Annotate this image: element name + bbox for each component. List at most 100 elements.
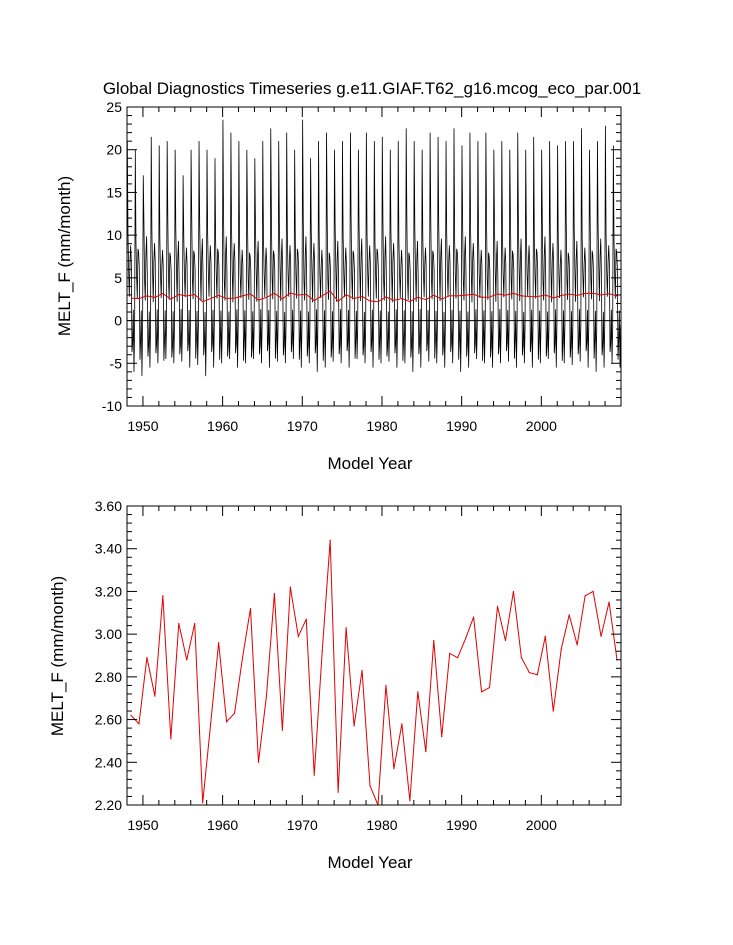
bottom-data-point xyxy=(488,686,491,689)
bottom-data-point xyxy=(528,671,530,674)
bottom-data-point xyxy=(592,590,594,593)
top-x-tick-label: 1960 xyxy=(207,418,238,434)
bottom-data-point xyxy=(186,659,188,661)
bottom-y-tick-label: 2.20 xyxy=(95,797,122,813)
bottom-data-point xyxy=(544,635,546,637)
bottom-data-point xyxy=(552,710,554,712)
bottom-data-point xyxy=(202,802,204,804)
top-y-tick-label: -10 xyxy=(102,398,122,414)
bottom-data-point xyxy=(273,592,275,595)
bottom-data-point xyxy=(289,586,291,588)
bottom-data-point xyxy=(313,774,315,776)
top-y-tick-label: 0 xyxy=(114,313,122,329)
bottom-y-tick-label: 3.40 xyxy=(95,541,122,557)
bottom-data-point xyxy=(449,652,451,654)
bottom-data-point xyxy=(504,639,507,642)
bottom-data-point xyxy=(385,684,387,687)
bottom-x-tick-label: 1960 xyxy=(207,817,238,833)
bottom-y-tick-label: 2.60 xyxy=(95,712,122,728)
chart-title: Global Diagnostics Timeseries g.e11.GIAF… xyxy=(103,79,641,98)
bottom-data-point xyxy=(305,618,307,620)
top-x-tick-label: 1970 xyxy=(287,418,318,434)
bottom-data-point xyxy=(170,738,172,740)
bottom-data-point xyxy=(433,639,435,642)
top-plot-frame xyxy=(126,106,622,407)
bottom-data-point xyxy=(257,761,260,763)
top-y-tick-label: 20 xyxy=(106,142,122,158)
bottom-data-point xyxy=(401,723,403,725)
bottom-data-point xyxy=(329,539,331,541)
bottom-data-point xyxy=(154,695,156,697)
bottom-data-point xyxy=(512,590,515,593)
bottom-data-point xyxy=(218,642,220,644)
bottom-data-point xyxy=(417,691,419,693)
bottom-data-point xyxy=(584,595,586,597)
bottom-data-point xyxy=(130,714,132,716)
bottom-data-point xyxy=(265,695,268,697)
bottom-data-point xyxy=(297,635,299,637)
bottom-data-point xyxy=(425,751,427,753)
top-x-axis-label: Model Year xyxy=(327,454,412,473)
bottom-data-point xyxy=(162,595,164,597)
bottom-data-point xyxy=(568,614,570,616)
bottom-data-point xyxy=(480,691,483,693)
bottom-data-point xyxy=(210,723,212,725)
bottom-data-point xyxy=(520,657,523,659)
bottom-series-annual-mean-line xyxy=(130,540,618,806)
bottom-data-point xyxy=(369,785,371,787)
bottom-x-tick-label: 1980 xyxy=(366,817,397,833)
top-x-tick-label: 2000 xyxy=(526,418,557,434)
bottom-data-point xyxy=(281,729,283,731)
top-plot-series xyxy=(126,119,622,377)
top-y-tick-label: 10 xyxy=(106,227,122,243)
bottom-data-point xyxy=(321,650,323,652)
bottom-data-point xyxy=(138,723,140,725)
bottom-data-point xyxy=(496,605,499,607)
bottom-x-tick-label: 2000 xyxy=(526,817,557,833)
bottom-data-point xyxy=(536,674,538,676)
top-x-tick-label: 1950 xyxy=(127,418,158,434)
bottom-x-tick-label: 1970 xyxy=(287,817,318,833)
bottom-chart: 1950 1960 1970 1980 1990 2000 2.20 2.40 2.60 2.80… xyxy=(48,498,622,872)
bottom-plot-frame xyxy=(126,505,622,806)
bottom-data-point xyxy=(560,648,562,650)
bottom-data-point xyxy=(194,622,196,625)
top-series-monthly-line xyxy=(126,119,622,377)
top-x-tick-label: 1980 xyxy=(366,418,397,434)
bottom-data-point xyxy=(441,736,443,738)
bottom-data-point xyxy=(465,637,467,640)
bottom-plot-series xyxy=(130,539,618,806)
bottom-data-point xyxy=(233,712,236,714)
bottom-data-point xyxy=(608,601,610,603)
bottom-x-tick-label: 1990 xyxy=(446,817,477,833)
bottom-y-tick-label: 3.00 xyxy=(95,626,122,642)
top-y-tick-label: 15 xyxy=(106,184,122,200)
top-series-annual-mean-line xyxy=(130,290,618,303)
bottom-data-point xyxy=(249,607,252,610)
top-axes: 1950 1960 1970 1980 1990 2000 -10 -5 0 5 10 15 20 25 xyxy=(102,99,621,434)
bottom-y-tick-label: 3.60 xyxy=(95,498,122,514)
top-y-tick-label: -5 xyxy=(110,355,123,371)
bottom-x-tick-label: 1950 xyxy=(127,817,158,833)
bottom-data-point xyxy=(241,657,244,659)
bottom-axes: 1950 1960 1970 1980 1990 2000 2.20 2.40 2.60 2.80… xyxy=(95,498,621,833)
bottom-data-point xyxy=(178,622,180,625)
bottom-data-point xyxy=(146,657,148,659)
bottom-data-point xyxy=(337,791,339,793)
bottom-data-point xyxy=(353,725,355,727)
bottom-data-point xyxy=(409,800,411,802)
top-y-tick-label: 5 xyxy=(114,270,122,286)
top-y-axis-label: MELT_F (mm/month) xyxy=(55,176,74,336)
bottom-y-tick-label: 3.20 xyxy=(95,583,122,599)
bottom-y-tick-label: 2.40 xyxy=(95,754,122,770)
top-chart: 1950 1960 1970 1980 1990 2000-10-50510152025 … xyxy=(55,99,622,473)
bottom-data-point xyxy=(576,644,578,646)
bottom-y-tick-label: 2.80 xyxy=(95,669,122,685)
bottom-data-point xyxy=(473,616,475,618)
bottom-data-point xyxy=(600,635,602,637)
bottom-x-axis-label: Model Year xyxy=(327,853,412,872)
bottom-y-axis-label: MELT_F (mm/month) xyxy=(48,576,67,736)
top-y-tick-label: 25 xyxy=(106,99,122,115)
bottom-data-point xyxy=(393,768,395,770)
bottom-data-point xyxy=(361,669,363,672)
